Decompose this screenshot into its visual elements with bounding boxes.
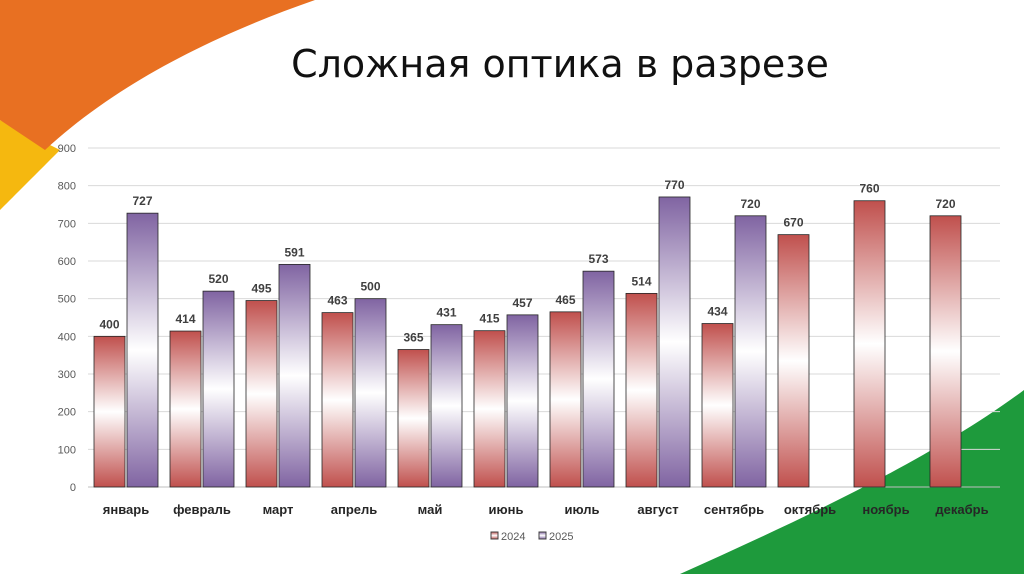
data-label: 760 — [859, 182, 879, 196]
data-label: 670 — [783, 216, 803, 230]
data-label: 400 — [99, 317, 119, 331]
x-tick-label: февраль — [173, 502, 231, 517]
legend-swatch-2024 — [490, 531, 499, 540]
bar-2024-май — [397, 349, 430, 488]
bar-2025-август — [658, 196, 691, 488]
data-label: 514 — [631, 274, 651, 288]
data-label: 770 — [664, 178, 684, 192]
data-label: 720 — [935, 197, 955, 211]
x-tick-label: май — [418, 502, 443, 517]
bar-2024-апрель — [321, 312, 354, 488]
bar-2024-июнь — [473, 330, 506, 488]
data-label: 463 — [327, 294, 347, 308]
bar-2025-июнь — [506, 314, 539, 488]
x-tick-label: июнь — [489, 502, 524, 517]
legend-label: 2025 — [549, 531, 573, 543]
x-tick-label: апрель — [331, 502, 378, 517]
y-tick-label: 900 — [58, 143, 76, 155]
x-tick-label: октябрь — [784, 502, 836, 517]
bar-2024-август — [625, 292, 658, 488]
data-label: 500 — [360, 280, 380, 294]
data-label: 727 — [132, 194, 152, 208]
data-label: 720 — [740, 197, 760, 211]
bar-2025-май — [430, 324, 463, 488]
data-label: 414 — [175, 312, 195, 326]
bar-2024-февраль — [169, 330, 202, 488]
data-label: 365 — [403, 331, 423, 345]
x-tick-label: декабрь — [935, 502, 988, 517]
bar-2024-октябрь — [777, 234, 810, 488]
y-tick-label: 800 — [58, 181, 76, 193]
y-tick-label: 600 — [58, 256, 76, 268]
y-tick-label: 100 — [58, 444, 76, 456]
bar-2025-январь — [126, 212, 159, 488]
y-tick-label: 500 — [58, 294, 76, 306]
bar-2024-март — [245, 300, 278, 488]
data-label: 495 — [251, 282, 271, 296]
x-tick-label: ноябрь — [862, 502, 909, 517]
bar-2025-сентябрь — [734, 215, 767, 488]
bar-2024-декабрь — [929, 215, 962, 488]
legend-label: 2024 — [501, 531, 525, 543]
data-label: 415 — [479, 312, 499, 326]
orange-swoosh — [0, 0, 315, 150]
bar-2025-март — [278, 263, 311, 488]
bar-2024-ноябрь — [853, 200, 886, 488]
green-swoosh — [680, 390, 1024, 574]
bar-2025-февраль — [202, 290, 235, 488]
data-label: 591 — [284, 245, 304, 259]
bar-2024-январь — [93, 335, 126, 488]
y-tick-label: 700 — [58, 218, 76, 230]
data-label: 573 — [588, 252, 608, 266]
x-tick-label: март — [263, 502, 294, 517]
bar-2025-июль — [582, 270, 615, 488]
y-tick-label: 300 — [58, 369, 76, 381]
legend-swatch-2025 — [538, 531, 547, 540]
bar-2024-сентябрь — [701, 323, 734, 488]
y-tick-label: 0 — [70, 482, 76, 494]
page-title: Сложная оптика в разрезе — [291, 42, 829, 86]
data-label: 431 — [436, 306, 456, 320]
x-tick-label: июль — [564, 502, 599, 517]
data-label: 434 — [707, 305, 727, 319]
bar-2025-апрель — [354, 298, 387, 488]
bar-2024-июль — [549, 311, 582, 488]
x-tick-label: август — [637, 502, 678, 517]
data-label: 457 — [512, 296, 532, 310]
data-label: 520 — [208, 272, 228, 286]
y-tick-label: 400 — [58, 331, 76, 343]
x-tick-label: январь — [103, 502, 149, 517]
x-tick-label: сентябрь — [704, 502, 764, 517]
data-label: 465 — [555, 293, 575, 307]
y-tick-label: 200 — [58, 407, 76, 419]
